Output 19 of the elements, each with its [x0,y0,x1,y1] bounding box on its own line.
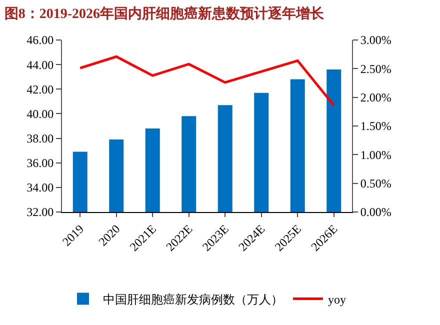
y-tick-label: 36.00 [26,156,54,170]
legend-label: 中国肝细胞癌新发病例数（万人） [103,292,283,306]
legend-label: yoy [328,292,346,306]
y-tick-label: 32.00 [26,205,54,220]
y-tick-label: 40.00 [26,106,54,121]
line-series [78,55,336,107]
y2-tick-label: 0.50% [360,176,392,191]
y2-tick-label: 2.00% [360,90,392,105]
y2-tick-label: 0.00% [360,205,392,220]
y2-tick-label: 2.50% [360,62,392,76]
y2-tick-label: 3.00% [360,33,392,48]
y-tick-label: 44.00 [26,58,54,72]
y-tick-label: 42.00 [26,82,54,96]
y2-tick-label: 1.00% [360,148,392,162]
y-tick-label: 34.00 [26,180,54,195]
y2-tick-label: 1.50% [360,119,392,134]
chart-title: 图8：2019-2026年国内肝细胞癌新患数预计逐年增长 [4,4,326,22]
y-tick-label: 38.00 [26,131,54,146]
y-tick-label: 46.00 [26,33,54,48]
